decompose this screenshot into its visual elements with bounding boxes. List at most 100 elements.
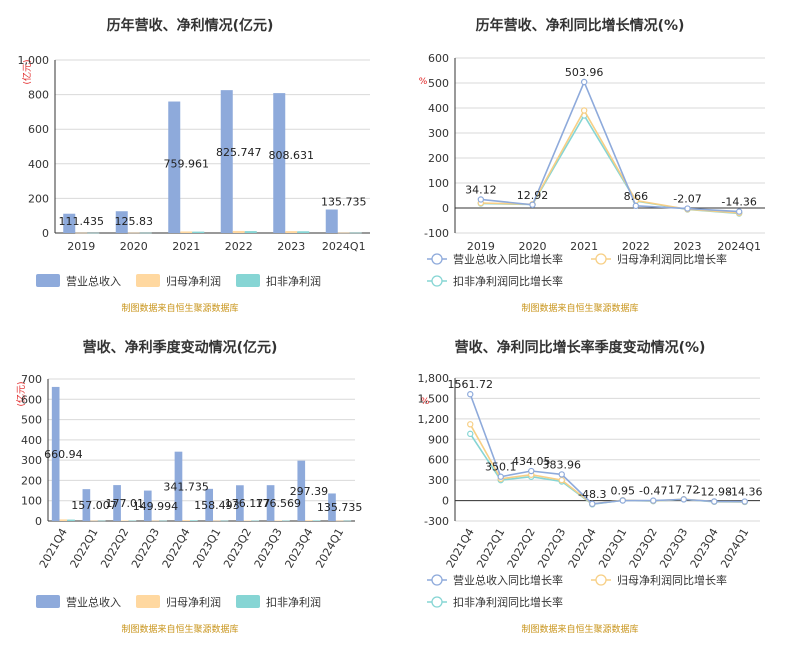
bar-revenue (63, 213, 76, 233)
legend-swatch (236, 274, 260, 287)
bar-net-profit (180, 231, 193, 233)
source-note: 制图数据来自恒生聚源数据库 (121, 623, 238, 635)
legend-marker (431, 596, 443, 608)
series-point (529, 201, 536, 208)
series-point (650, 497, 657, 504)
data-label: -12.98 (697, 485, 732, 498)
y-tick-label: 400 (21, 434, 42, 447)
y-tick-label: 1,200 (418, 413, 450, 426)
series-point (684, 205, 691, 212)
data-label: 808.631 (269, 149, 315, 162)
legend-swatch (236, 595, 260, 608)
x-tick-label: 2019 (67, 240, 95, 253)
quarterly-growth-panel: 营收、净利同比增长率季度变动情况(%) % -300 0 300 600 900 1,20… (395, 326, 790, 653)
unit-label: % (419, 77, 428, 87)
legend-marker (595, 574, 607, 586)
series-point (477, 196, 485, 203)
y-tick-label: 0 (42, 227, 49, 240)
data-label: 135.735 (321, 196, 367, 209)
y-tick-label: 500 (428, 77, 449, 90)
x-tick-label: 2023Q2 (221, 526, 254, 570)
bar-deducted-profit (244, 231, 257, 233)
bar-revenue (115, 211, 128, 233)
y-tick-label: 100 (428, 177, 449, 190)
bar-deducted-profit (343, 520, 352, 522)
bar-net-profit (90, 520, 98, 522)
y-tick-label: 300 (428, 127, 449, 140)
legend-label: 营业总收入 (66, 595, 121, 609)
data-label: -0.47 (639, 485, 667, 498)
bar-revenue (174, 451, 183, 521)
bar-deducted-profit (139, 232, 152, 234)
x-tick-label: 2022Q1 (474, 526, 507, 570)
y-tick-label: 300 (21, 454, 42, 467)
x-tick-label: 2023Q3 (252, 526, 285, 570)
data-label: 341.735 (163, 480, 209, 493)
quarterly-growth-chart: 营收、净利同比增长率季度变动情况(%) % -300 0 300 600 900 1,20… (418, 339, 763, 635)
x-tick-label: 2023Q4 (688, 526, 721, 570)
data-label: -48.3 (578, 488, 606, 501)
bar-deducted-profit (220, 520, 229, 522)
series-point (467, 421, 474, 428)
y-tick-label: 400 (28, 158, 49, 171)
x-tick-label: 2020 (120, 240, 148, 253)
chart-title: 历年营收、净利同比增长情况(%) (476, 17, 685, 34)
bar-deducted-profit (97, 520, 106, 522)
bar-net-profit (243, 520, 252, 521)
legend-label: 归母净利润 (166, 274, 221, 288)
data-label: 149.994 (133, 500, 179, 513)
bar-revenue (168, 101, 181, 233)
bar-deducted-profit (87, 232, 100, 234)
series-point (580, 107, 588, 114)
y-tick-label: 1,000 (18, 54, 50, 67)
data-label: 176.569 (256, 497, 302, 510)
legend-marker (431, 275, 443, 287)
series-point (735, 208, 743, 215)
data-label: -14.36 (721, 196, 756, 209)
bar-net-profit (59, 519, 68, 521)
legend-swatch (36, 595, 60, 608)
data-label: 157.007 (71, 499, 117, 512)
legend-swatch (136, 595, 160, 608)
source-note: 制图数据来自恒生聚源数据库 (121, 302, 238, 314)
source-note: 制图数据来自恒生聚源数据库 (521, 623, 638, 635)
bar-revenue (113, 485, 121, 521)
bar-net-profit (232, 230, 245, 233)
bar-revenue (205, 488, 214, 521)
data-label: 111.435 (59, 215, 105, 228)
x-tick-label: 2021 (570, 240, 598, 253)
bar-deducted-profit (349, 232, 362, 234)
bar-net-profit (335, 520, 344, 522)
data-label: -2.07 (673, 193, 701, 206)
chart-title: 营收、净利季度变动情况(亿元) (83, 339, 278, 356)
chart-title: 营收、净利同比增长率季度变动情况(%) (455, 339, 706, 356)
y-tick-label: 300 (428, 474, 449, 487)
x-tick-label: 2023Q1 (190, 526, 223, 570)
legend-swatch (136, 274, 160, 287)
y-tick-label: 500 (21, 414, 42, 427)
y-tick-label: 400 (428, 102, 449, 115)
data-label: 383.96 (543, 458, 582, 471)
y-tick-label: 200 (21, 474, 42, 487)
legend: 营业总收入 归母净利润 扣非净利润 (36, 274, 321, 288)
data-label: 8.66 (624, 190, 649, 203)
y-tick-label: -300 (424, 515, 449, 528)
bar-deducted-profit (128, 520, 137, 522)
series-point (467, 430, 474, 438)
legend-label: 扣非净利润 (266, 595, 321, 609)
annual-growth-panel: 历年营收、净利同比增长情况(%) % -100 0 100 200 300 400 500 6… (395, 0, 790, 326)
y-tick-label: 600 (28, 123, 49, 136)
series-point (619, 497, 626, 504)
legend-label: 归母净利润同比增长率 (617, 573, 727, 587)
y-tick-label: 0 (442, 495, 449, 508)
series-line (480, 79, 740, 213)
x-tick-label: 2021 (172, 240, 200, 253)
bar-net-profit (75, 232, 88, 234)
y-tick-label: 1,800 (418, 372, 450, 385)
x-tick-label: 2023 (277, 240, 305, 253)
unit-label: (亿元) (15, 381, 27, 406)
x-tick-label: 2022Q1 (68, 526, 101, 570)
series-point (580, 78, 588, 86)
legend-marker (431, 253, 443, 265)
